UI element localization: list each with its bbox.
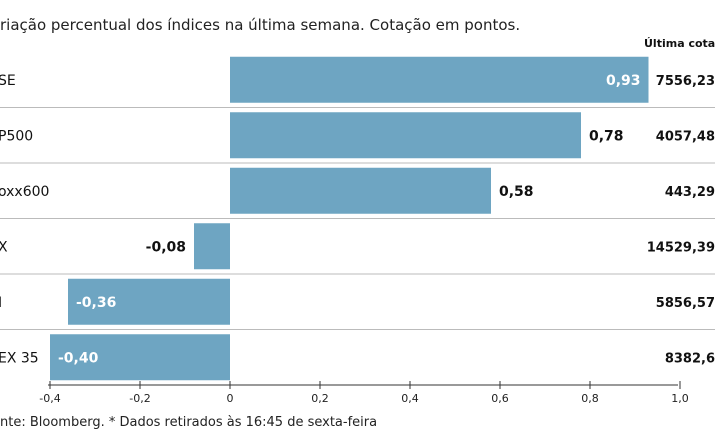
value-label: 0,58 xyxy=(499,184,534,200)
category-label: oxx600 xyxy=(0,184,49,200)
bar xyxy=(230,56,649,103)
bar xyxy=(50,334,230,381)
category-label: P500 xyxy=(0,128,33,144)
value-label: -0,08 xyxy=(146,239,186,255)
last-quote-value: 8382,6 xyxy=(665,351,715,366)
x-tick-label: 0,4 xyxy=(401,392,419,405)
category-label: X xyxy=(0,239,8,255)
last-quote-value: 443,29 xyxy=(665,185,715,200)
bar xyxy=(230,167,491,214)
chart-source-note: nte: Bloomberg. * Dados retirados às 16:… xyxy=(0,415,377,430)
bar xyxy=(68,278,230,325)
value-label: -0,36 xyxy=(76,295,116,311)
x-tick-label: 1,0 xyxy=(671,392,689,405)
x-tick-label: 0,8 xyxy=(581,392,599,405)
last-quote-value: 4057,48 xyxy=(656,129,715,144)
x-tick-label: 0,2 xyxy=(311,392,329,405)
x-tick-label: -0,4 xyxy=(39,392,60,405)
last-quote-header: Última cotaç xyxy=(644,37,715,50)
x-tick-label: -0,2 xyxy=(129,392,150,405)
x-tick-label: 0 xyxy=(227,392,234,405)
value-label: 0,78 xyxy=(589,128,624,144)
last-quote-value: 14529,39 xyxy=(647,240,715,255)
value-label: 0,93 xyxy=(606,73,641,89)
chart-subtitle: riação percentual dos índices na última … xyxy=(0,16,520,34)
x-tick-label: 0,6 xyxy=(491,392,509,405)
category-label: I xyxy=(0,295,2,311)
category-label: EX 35 xyxy=(0,350,39,366)
bar xyxy=(194,223,230,270)
last-quote-value: 7556,23 xyxy=(656,74,715,89)
value-label: -0,40 xyxy=(58,350,99,366)
x-axis: -0,4 -0,2 0 0,2 0,4 0,6 0,8 1,0 xyxy=(39,381,689,405)
bar xyxy=(230,112,581,159)
last-quote-value: 5856,57 xyxy=(656,296,715,311)
bar-rows: SE 0,93 7556,23 P500 0,78 4057,48 oxx600 0,58 44… xyxy=(0,56,715,381)
category-label: SE xyxy=(0,73,16,89)
